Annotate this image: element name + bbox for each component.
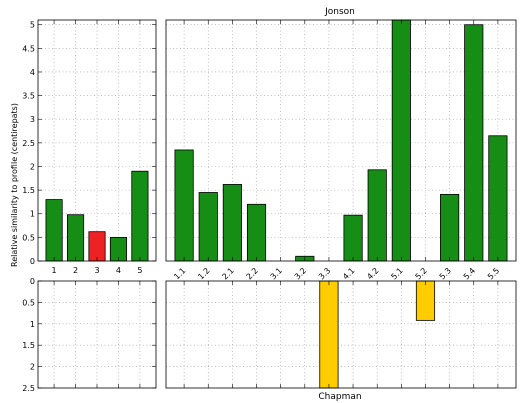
y-tick-label: 0.5 (22, 298, 35, 307)
x-tick-label: 5 (137, 266, 142, 275)
bar-2 (66, 214, 85, 262)
y-tick-label: 1 (30, 320, 35, 329)
bar-1.2 (198, 192, 218, 262)
y-tick-label: 0 (30, 257, 35, 266)
x-tick-label: 5.1 (389, 266, 404, 281)
panel-bottom-right (165, 280, 517, 389)
x-tick-label: 3.1 (269, 266, 284, 281)
x-tick-label: 5.4 (462, 266, 477, 281)
x-axis-label: Chapman (318, 392, 361, 402)
x-tick-label: 4 (116, 266, 121, 275)
bar-4.2 (367, 169, 387, 262)
y-axis-label: Relative similarity to profile (centirep… (10, 103, 19, 267)
x-tick-label: 3.3 (317, 266, 332, 281)
axis-frame (165, 280, 517, 389)
y-tick-label: 2.5 (22, 384, 35, 393)
x-tick-label: 2 (73, 266, 78, 275)
y-tick-label: 2 (30, 363, 35, 372)
panel-top-right: 1.1 1.2 2.1 2.2 3.1 3.2 3.3 4.1 4.2 5.1 5.2 5.3 5.4 5… (165, 19, 517, 281)
x-tick-label: 1.2 (196, 266, 211, 281)
bar-5.1 (391, 19, 411, 262)
bar-4.1 (343, 214, 363, 262)
y-tick-label: 1 (30, 210, 35, 219)
y-tick-label: 4.5 (22, 44, 35, 53)
bar-1 (45, 199, 63, 262)
x-tick-label: 1.1 (172, 266, 187, 281)
panel-bottom-left: 0 0.5 1 1.5 2 2.5 (22, 277, 157, 393)
bar-5.3 (440, 193, 460, 262)
bar-2.1 (222, 184, 242, 262)
bar-3.3 (319, 280, 339, 389)
bar-5.5 (488, 135, 508, 262)
bar-1.1 (174, 149, 194, 262)
y-tick-label: 2.5 (22, 139, 35, 148)
panel-top-left: 0 0.5 1 1.5 2 2.5 3 3.5 4 4.5 5 1 2 3 4 5 (22, 19, 157, 275)
y-tick-label: 1.5 (22, 186, 35, 195)
x-tick-label: 1 (52, 266, 57, 275)
y-tick-label: 3 (30, 115, 35, 124)
x-tick-label: 3.2 (293, 266, 308, 281)
x-tick-label: 5.5 (486, 266, 501, 281)
y-tick-label: 3.5 (22, 92, 35, 101)
bar-5.2 (415, 280, 436, 321)
x-tick-label: 4.2 (365, 266, 380, 281)
bar-5.4 (464, 24, 484, 262)
y-tick-label: 5 (30, 21, 35, 30)
chart-title: Jonson (324, 7, 355, 17)
y-tick-label: 4 (30, 68, 35, 77)
x-tick-label: 5.2 (414, 266, 429, 281)
x-tick-label: 5.3 (438, 266, 453, 281)
x-tick-label: 2.1 (220, 266, 235, 281)
bar-5 (131, 170, 149, 262)
bar-3 (88, 231, 106, 262)
axis-frame (165, 19, 517, 262)
bar-2.2 (246, 203, 267, 262)
x-tick-label: 3 (94, 266, 99, 275)
x-tick-label: 4.1 (341, 266, 356, 281)
y-tick-label: 2 (30, 162, 35, 171)
y-tick-label: 0 (30, 277, 35, 286)
x-tick-label: 2.2 (245, 266, 260, 281)
y-tick-label: 1.5 (22, 341, 35, 350)
y-tick-label: 0.5 (22, 233, 35, 242)
